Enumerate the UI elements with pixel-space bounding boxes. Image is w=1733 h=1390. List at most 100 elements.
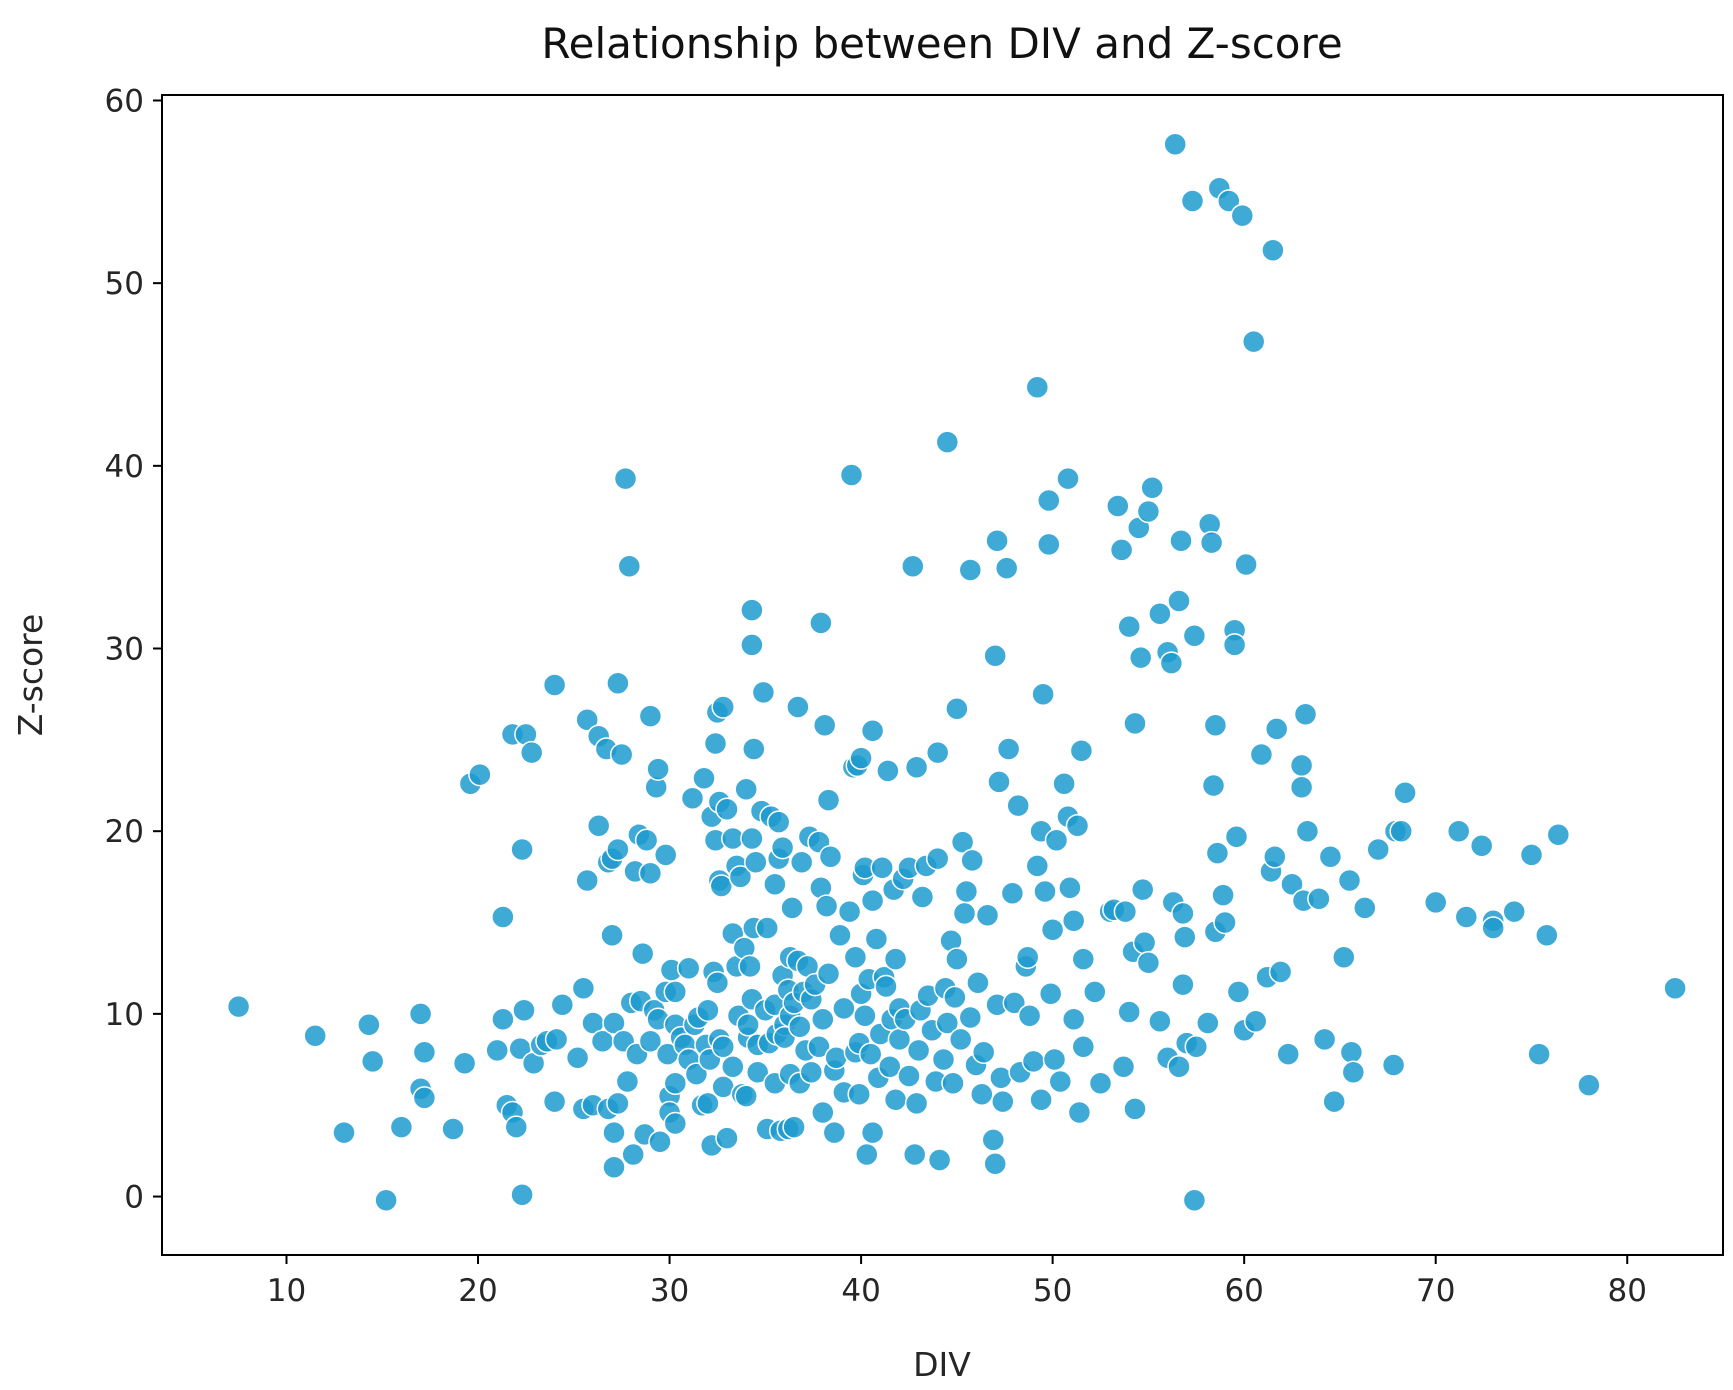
data-point xyxy=(1025,854,1050,878)
data-point xyxy=(941,1071,965,1096)
data-point xyxy=(519,740,544,765)
data-point xyxy=(906,1038,931,1063)
data-point xyxy=(696,1091,720,1116)
data-point xyxy=(904,1091,929,1116)
data-point xyxy=(811,1007,835,1032)
data-point xyxy=(1268,960,1293,984)
data-point xyxy=(303,1024,327,1048)
data-point xyxy=(1312,1027,1337,1052)
data-point xyxy=(1044,828,1069,853)
data-point xyxy=(740,598,764,622)
data-point xyxy=(925,740,950,765)
data-point xyxy=(1226,980,1251,1004)
x-axis-label: DIV xyxy=(913,1345,971,1384)
data-point xyxy=(1337,868,1362,893)
data-point xyxy=(1071,1034,1096,1059)
data-point xyxy=(602,1120,626,1145)
data-point xyxy=(837,899,862,924)
data-point xyxy=(1113,899,1138,924)
x-tick-label: 60 xyxy=(1224,1273,1263,1309)
data-point xyxy=(755,916,779,940)
data-point xyxy=(1000,881,1025,906)
data-point xyxy=(858,1042,883,1066)
data-point xyxy=(1341,1060,1366,1085)
data-point xyxy=(983,644,1007,668)
data-point xyxy=(1123,1097,1147,1121)
data-point xyxy=(943,985,967,1010)
data-point xyxy=(1017,1003,1042,1028)
data-point xyxy=(663,1111,688,1136)
data-point xyxy=(609,742,634,767)
data-point xyxy=(653,843,678,867)
data-point xyxy=(565,1045,590,1070)
data-point xyxy=(1006,793,1030,818)
data-point xyxy=(646,757,670,781)
data-point xyxy=(676,956,701,980)
data-point xyxy=(744,850,768,874)
data-point xyxy=(1502,899,1526,924)
data-point xyxy=(1029,1087,1053,1112)
data-point xyxy=(728,865,753,889)
data-point xyxy=(1332,945,1356,969)
y-tick-label: 0 xyxy=(124,1180,144,1216)
data-point xyxy=(1163,132,1187,157)
data-point xyxy=(412,1040,437,1064)
data-point xyxy=(613,466,638,491)
data-point xyxy=(226,994,251,1019)
data-point xyxy=(1211,883,1235,907)
data-point xyxy=(1025,375,1050,400)
data-point xyxy=(715,1126,739,1150)
data-point xyxy=(897,1064,921,1088)
data-point xyxy=(703,731,728,756)
data-point xyxy=(855,1142,879,1167)
data-point xyxy=(952,901,977,926)
data-point xyxy=(1264,717,1289,741)
data-point xyxy=(1002,991,1027,1015)
data-point xyxy=(847,1082,871,1106)
data-point xyxy=(1454,905,1479,929)
data-point xyxy=(812,713,837,737)
x-tick-label: 70 xyxy=(1416,1273,1455,1309)
data-point xyxy=(600,923,624,948)
data-point xyxy=(860,1120,885,1145)
data-point xyxy=(996,737,1021,761)
data-point xyxy=(770,835,795,860)
data-point xyxy=(586,813,611,838)
x-tick-label: 10 xyxy=(267,1273,306,1309)
data-point xyxy=(1167,1055,1191,1079)
data-point xyxy=(945,947,969,971)
data-point xyxy=(412,1086,437,1110)
data-point xyxy=(843,945,868,969)
data-point xyxy=(1241,329,1266,354)
y-axis-label: Z-score xyxy=(11,614,50,737)
data-point xyxy=(1339,1040,1364,1064)
data-point xyxy=(1199,530,1224,555)
data-point xyxy=(1067,1100,1092,1125)
data-point xyxy=(987,770,1011,794)
data-point xyxy=(1037,532,1061,557)
data-point xyxy=(1366,837,1390,862)
data-point xyxy=(1111,1055,1136,1079)
data-point xyxy=(705,971,730,995)
data-point xyxy=(734,1084,758,1108)
data-point xyxy=(822,1120,847,1145)
data-point xyxy=(1289,775,1314,800)
data-point xyxy=(696,998,720,1022)
x-tick-label: 80 xyxy=(1608,1273,1647,1309)
data-point xyxy=(332,1120,356,1145)
data-point xyxy=(948,1027,973,1052)
data-point xyxy=(1117,1000,1141,1024)
data-point xyxy=(1171,901,1195,926)
data-point xyxy=(780,896,804,920)
data-point xyxy=(441,1117,465,1141)
data-point xyxy=(1469,834,1494,858)
data-point xyxy=(715,797,739,822)
data-point xyxy=(680,786,705,811)
data-point xyxy=(1276,1042,1300,1066)
data-point xyxy=(1577,1073,1601,1097)
data-point xyxy=(638,1029,663,1054)
data-point xyxy=(1196,1011,1220,1035)
data-point xyxy=(1293,702,1318,727)
data-point xyxy=(958,1005,983,1030)
